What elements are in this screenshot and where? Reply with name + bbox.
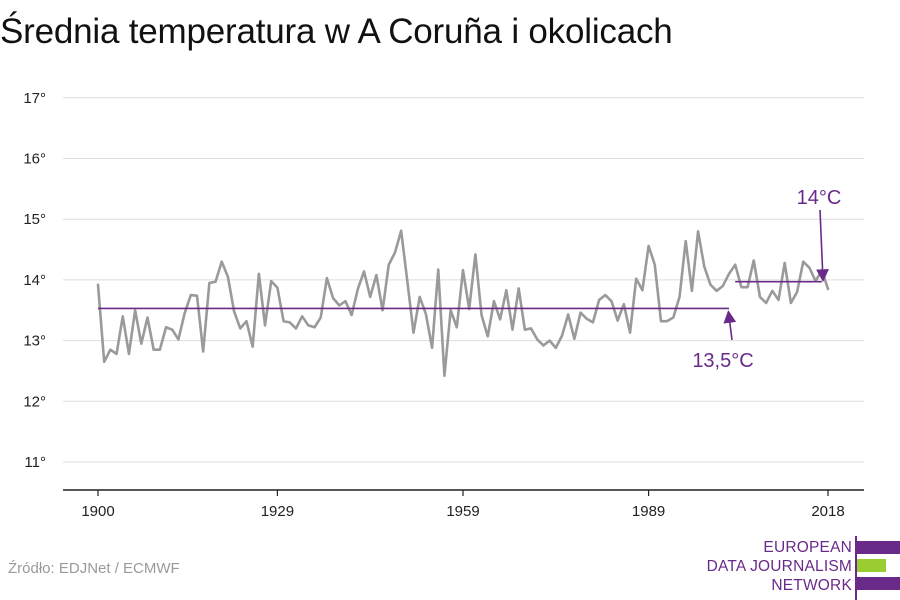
y-tick-label: 16°: [23, 151, 46, 168]
annotation-label-13-5: 13,5°C: [692, 350, 753, 372]
logo-line-3: NETWORK: [771, 577, 852, 594]
x-axis: 1900 1929 1959 1989 2018: [63, 489, 864, 520]
logo-bar-2: [857, 559, 886, 572]
logo-bar-3: [857, 577, 900, 590]
annotation-label-14: 14°C: [797, 187, 842, 209]
x-tick-label: 1989: [632, 503, 665, 520]
grid: [63, 97, 864, 463]
y-tick-label: 14°: [23, 272, 46, 289]
chart-title: Średnia temperatura w A Coruña i okolica…: [0, 12, 673, 51]
y-tick-label: 13°: [23, 333, 46, 350]
series-layer: [96, 229, 830, 378]
annotation-arrow-14: [816, 209, 829, 283]
x-tick-label: 1929: [261, 503, 294, 520]
y-tick-label: 17°: [23, 90, 46, 107]
x-tick-label: 1959: [446, 503, 479, 520]
y-tick-label: 12°: [23, 393, 46, 410]
source-note: Źródło: EDJNet / ECMWF: [8, 560, 180, 577]
reference-lines: 13,5°C 14°C: [98, 187, 841, 372]
logo-line-1: EUROPEAN: [763, 539, 852, 556]
y-axis: 11° 12° 13° 14° 15° 16° 17°: [23, 90, 46, 471]
logo-bar-1: [857, 541, 900, 554]
series-line-temperature: [96, 229, 830, 378]
x-tick-label: 2018: [811, 503, 844, 520]
logo-divider: [855, 536, 857, 600]
y-tick-label: 15°: [23, 211, 46, 228]
edjnet-logo: EUROPEAN DATA JOURNALISM NETWORK: [700, 536, 900, 600]
annotation-arrow-13-5: [723, 310, 737, 341]
x-tick-label: 1900: [81, 503, 114, 520]
y-tick-label: 11°: [24, 454, 46, 471]
logo-text: EUROPEAN DATA JOURNALISM NETWORK: [707, 538, 852, 595]
logo-line-2: DATA JOURNALISM: [706, 558, 852, 575]
